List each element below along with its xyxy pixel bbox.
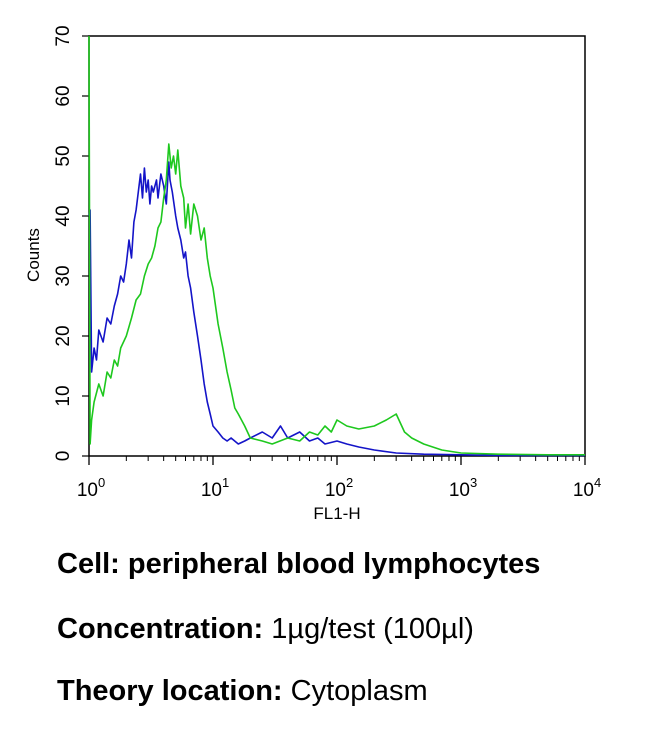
y-tick-label: 70: [53, 25, 74, 46]
caption-cell-label: Cell:: [57, 548, 120, 580]
caption-cell-value: peripheral blood lymphocytes: [127, 548, 541, 580]
x-tick-label: 104: [573, 475, 601, 501]
y-tick-label: 40: [53, 205, 74, 226]
y-tick-label: 30: [53, 265, 74, 286]
x-tick-label: 101: [201, 475, 229, 501]
flow-cytometry-histogram: 0 10 20 30 40 50 60 70 100 101 102 103 104 FL1-H Co…: [24, 25, 601, 523]
x-tick-label: 103: [449, 475, 477, 501]
series-group: [88, 35, 585, 457]
y-axis-title: Counts: [24, 228, 43, 282]
y-tick-label: 0: [53, 451, 74, 462]
y-tick-label: 50: [53, 145, 74, 166]
histogram-series-1: [88, 161, 585, 457]
y-axis-ticks: 0 10 20 30 40 50 60 70: [53, 25, 89, 461]
y-tick-label: 10: [53, 385, 74, 406]
caption-cell: Cell: peripheral blood lymphocytes: [57, 548, 540, 581]
caption-theory-location: Theory location: Cytoplasm: [57, 675, 428, 708]
caption-theory-location-value: Cytoplasm: [290, 675, 428, 707]
caption-concentration-label: Concentration:: [57, 613, 264, 645]
x-tick-label: 102: [325, 475, 353, 501]
x-axis-ticks: 100 101 102 103 104: [77, 456, 601, 501]
histogram-series-2: [88, 35, 585, 456]
plot-frame: [88, 35, 586, 457]
x-tick-label: 100: [77, 475, 105, 501]
y-tick-label: 20: [53, 325, 74, 346]
y-tick-label: 60: [53, 85, 74, 106]
caption-theory-location-label: Theory location:: [57, 675, 283, 707]
x-axis-title: FL1-H: [313, 504, 360, 523]
caption-concentration-value: 1µg/test (100µl): [271, 613, 474, 645]
caption-concentration: Concentration: 1µg/test (100µl): [57, 613, 474, 646]
